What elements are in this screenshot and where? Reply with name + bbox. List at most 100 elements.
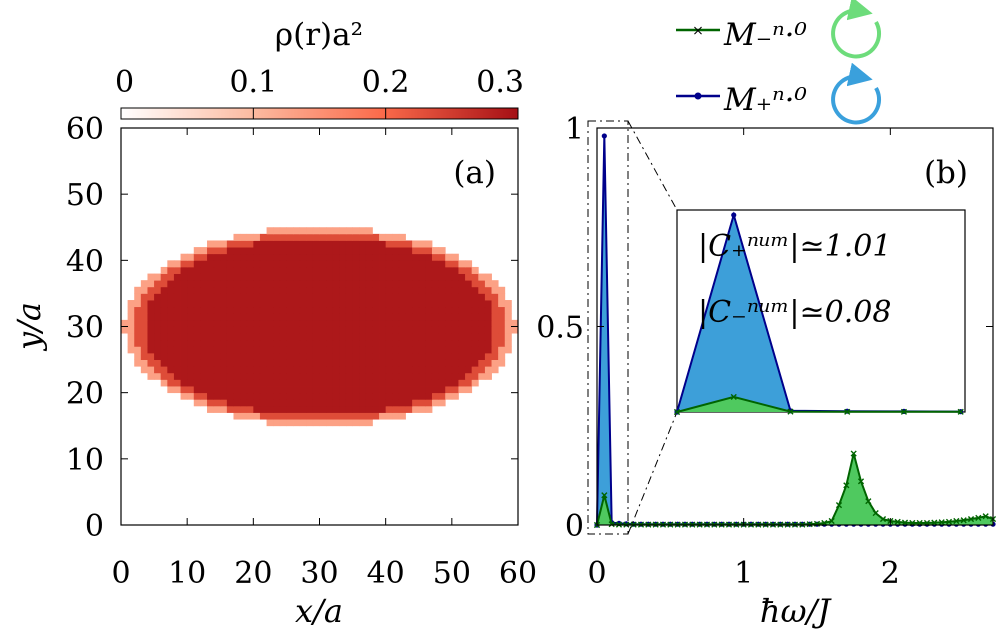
heatmap-cell	[385, 300, 393, 308]
heatmap-cell	[312, 313, 320, 321]
heatmap-cell	[438, 399, 446, 407]
heatmap-cell	[365, 339, 373, 347]
panel-b-ticks	[596, 127, 993, 526]
heatmap-cell	[412, 273, 420, 281]
heatmap-cell	[431, 260, 439, 268]
heatmap-cell	[405, 319, 413, 327]
heatmap-cell	[266, 253, 274, 261]
heatmap-cell	[293, 419, 301, 427]
zoom-connector-bottom	[627, 411, 678, 535]
heatmap-cell	[293, 280, 301, 288]
heatmap-cell	[180, 273, 188, 281]
heatmap-cell	[154, 306, 162, 314]
heatmap-cell	[160, 266, 168, 274]
heatmap-cell	[293, 372, 301, 380]
heatmap-cell	[471, 300, 479, 308]
heatmap-cell	[412, 405, 420, 413]
heatmap-cell	[273, 233, 281, 241]
heatmap-cell	[167, 359, 175, 367]
heatmap-cell	[273, 227, 281, 235]
heatmap-cell	[445, 319, 453, 327]
heatmap-cell	[279, 386, 287, 394]
heatmap-cell	[405, 379, 413, 387]
heatmap-cell	[286, 280, 294, 288]
panel-b-x-axis-label: ħω/J	[760, 592, 832, 630]
heatmap-cell	[207, 372, 215, 380]
heatmap-cell	[451, 260, 459, 268]
heatmap-cell	[319, 240, 327, 248]
heatmap-cell	[458, 280, 466, 288]
heatmap-cell	[187, 386, 195, 394]
heatmap-cell	[293, 233, 301, 241]
panel-a-ticks	[120, 127, 519, 526]
heatmap-cell	[359, 227, 367, 235]
heatmap-cell	[187, 280, 195, 288]
heatmap-cell	[167, 352, 175, 360]
heatmap-cell	[379, 379, 387, 387]
heatmap-cell	[484, 319, 492, 327]
heatmap-cell	[259, 306, 267, 314]
heatmap-cell	[345, 386, 353, 394]
heatmap-cell	[167, 339, 175, 347]
heatmap-cell	[379, 346, 387, 354]
heatmap-cell	[273, 359, 281, 367]
heatmap-cell	[471, 346, 479, 354]
heatmap-cell	[273, 313, 281, 321]
heatmap-cell	[213, 253, 221, 261]
heatmap-cell	[187, 346, 195, 354]
heatmap-cell	[180, 293, 188, 301]
heatmap-cell	[431, 306, 439, 314]
heatmap-cell	[220, 306, 228, 314]
heatmap-cell	[438, 266, 446, 274]
heatmap-cell	[266, 266, 274, 274]
heatmap-cell	[134, 333, 142, 341]
heatmap-cell	[319, 366, 327, 374]
heatmap-cell	[465, 280, 473, 288]
heatmap-cell	[365, 359, 373, 367]
heatmap-cell	[418, 366, 426, 374]
series-m-minus-point	[982, 513, 989, 520]
heatmap-cell	[160, 352, 168, 360]
heatmap-cell	[279, 405, 287, 413]
heatmap-cell	[332, 379, 340, 387]
heatmap-cell	[293, 339, 301, 347]
heatmap-cell	[451, 379, 459, 387]
heatmap-cell	[339, 405, 347, 413]
heatmap-cell	[253, 339, 261, 347]
series-m-minus-point	[975, 514, 982, 521]
heatmap-cell	[345, 306, 353, 314]
heatmap-cell	[173, 359, 181, 367]
heatmap-cell	[326, 247, 334, 255]
heatmap-cell	[306, 399, 314, 407]
heatmap-cell	[220, 260, 228, 268]
heatmap-cell	[465, 306, 473, 314]
heatmap-cell	[359, 372, 367, 380]
heatmap-cell	[359, 405, 367, 413]
heatmap-cell	[385, 405, 393, 413]
heatmap-cell	[173, 306, 181, 314]
heatmap-cell	[306, 253, 314, 261]
heatmap-cell	[345, 399, 353, 407]
heatmap-cell	[431, 379, 439, 387]
heatmap-cell	[213, 326, 221, 334]
heatmap-cell	[200, 293, 208, 301]
heatmap-cell	[379, 372, 387, 380]
heatmap-cell	[405, 260, 413, 268]
colorbar-bar	[120, 107, 519, 120]
heatmap-cell	[293, 266, 301, 274]
heatmap-cell	[259, 240, 267, 248]
heatmap-cell	[392, 233, 400, 241]
heatmap-cell	[160, 339, 168, 347]
heatmap-cell	[418, 273, 426, 281]
heatmap-cell	[418, 346, 426, 354]
heatmap-cell	[207, 352, 215, 360]
heatmap-cell	[398, 286, 406, 294]
heatmap-cell	[299, 306, 307, 314]
heatmap-cell	[418, 386, 426, 394]
heatmap-cell	[259, 273, 267, 281]
heatmap-cell	[392, 293, 400, 301]
heatmap-cell	[246, 260, 254, 268]
heatmap-cell	[140, 366, 148, 374]
colorbar-tick-label: 0.2	[362, 65, 410, 100]
heatmap-cell	[412, 319, 420, 327]
